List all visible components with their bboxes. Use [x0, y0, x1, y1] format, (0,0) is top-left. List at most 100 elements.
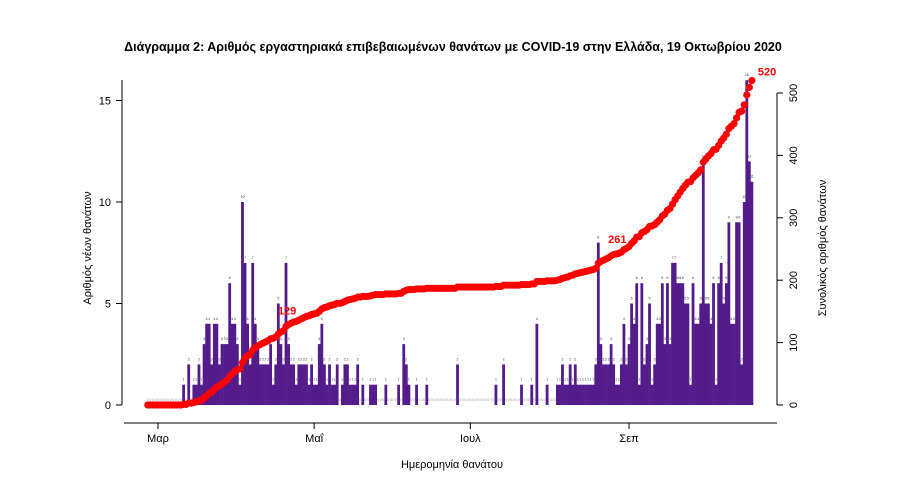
bar-value-label: 0 — [554, 398, 556, 402]
bar-value-label: 0 — [462, 398, 464, 402]
bar-value-label: 3 — [236, 337, 238, 341]
bar-value-label: 2 — [613, 357, 615, 361]
bar-value-label: 1 — [531, 378, 533, 382]
bar-value-label: 1 — [341, 378, 343, 382]
y-tick-label-right: 300 — [788, 209, 800, 227]
bar — [571, 384, 575, 405]
bar — [750, 181, 754, 405]
bar — [223, 344, 226, 405]
bar-value-label: 9 — [736, 215, 738, 219]
bar-value-label: 5 — [705, 297, 707, 301]
bar-value-label: 3 — [226, 337, 228, 341]
bar-value-label: 6 — [682, 276, 684, 280]
bar-value-label: 4 — [234, 317, 236, 321]
bar — [666, 283, 669, 405]
bar-value-label: 0 — [185, 398, 187, 402]
bar-value-label: 0 — [441, 398, 443, 402]
bar-value-label: 3 — [318, 337, 320, 341]
bar — [210, 364, 214, 405]
bar-value-label: 4 — [231, 317, 233, 321]
bar-value-label: 1 — [272, 378, 274, 382]
bar — [579, 384, 582, 405]
bar — [192, 384, 196, 405]
y-tick-label-right: 100 — [788, 333, 800, 351]
bar — [568, 364, 572, 405]
bar-value-label: 1 — [572, 378, 574, 382]
bar-value-label: 0 — [428, 398, 430, 402]
bar-value-label: 1 — [201, 378, 203, 382]
bar — [535, 323, 539, 405]
bar — [714, 384, 718, 405]
bar-value-label: 0 — [167, 398, 169, 402]
bar-value-label: 0 — [464, 398, 466, 402]
bar — [558, 384, 562, 405]
bar — [735, 222, 738, 405]
bar — [745, 80, 749, 405]
bar — [614, 384, 618, 405]
bar — [259, 364, 262, 405]
bar-value-label: 0 — [544, 398, 546, 402]
bar-value-label: 2 — [293, 357, 295, 361]
bar-value-label: 0 — [449, 398, 451, 402]
bar — [243, 262, 247, 405]
bar-value-label: 0 — [500, 398, 502, 402]
bar-value-label: 6 — [666, 276, 668, 280]
bar-value-label: 0 — [549, 398, 551, 402]
bar-value-label: 1 — [615, 378, 617, 382]
bar — [269, 344, 273, 405]
bar-value-label: 1 — [556, 378, 558, 382]
bar — [233, 323, 237, 405]
bar-value-label: 7 — [285, 256, 287, 260]
bar-value-label: 0 — [339, 398, 341, 402]
bar — [566, 384, 569, 405]
bar-value-label: 1 — [183, 378, 185, 382]
bar-value-label: 2 — [211, 357, 213, 361]
y-tick-label-left: 5 — [105, 299, 111, 311]
bar — [235, 344, 239, 405]
bar-value-label: 6 — [718, 276, 720, 280]
bar — [653, 364, 657, 405]
bar-value-label: 4 — [321, 317, 323, 321]
bar-value-label: 3 — [280, 337, 282, 341]
bar-value-label: 1 — [354, 378, 356, 382]
bar — [545, 384, 549, 405]
bar — [335, 364, 339, 405]
bar-value-label: 0 — [485, 398, 487, 402]
bar-value-label: 2 — [608, 357, 610, 361]
bar-value-label: 2 — [574, 357, 576, 361]
bars — [182, 80, 754, 405]
bar — [660, 283, 664, 405]
bar — [724, 283, 728, 405]
bar-value-label: 4 — [247, 317, 249, 321]
bar-value-label: 16 — [745, 73, 749, 77]
bar-value-label: 1 — [349, 378, 351, 382]
bar-value-label: 11 — [750, 175, 754, 179]
bar — [261, 364, 265, 405]
bar-value-label: 4 — [536, 317, 538, 321]
bar-value-label: 6 — [713, 276, 715, 280]
bar-value-label: 2 — [298, 357, 300, 361]
bar-value-label: 3 — [664, 337, 666, 341]
bar — [643, 364, 646, 405]
bar — [596, 242, 600, 405]
bar — [589, 384, 593, 405]
bar-value-label: 0 — [526, 398, 528, 402]
bar-value-label: 2 — [457, 357, 459, 361]
bar — [246, 323, 249, 405]
bar-value-label: 2 — [300, 357, 302, 361]
bar-value-label: 2 — [329, 357, 331, 361]
bar — [732, 323, 736, 405]
bar — [205, 323, 209, 405]
bar — [264, 364, 267, 405]
bar-value-label: 10 — [241, 195, 245, 199]
bar-value-label: 1 — [715, 378, 717, 382]
bar-value-label: 0 — [152, 398, 154, 402]
bar-value-label: 6 — [692, 276, 694, 280]
cumulative-point — [743, 91, 751, 99]
bar — [632, 323, 636, 405]
bar-value-label: 0 — [551, 398, 553, 402]
bar — [230, 323, 234, 405]
bar-value-label: 0 — [165, 398, 167, 402]
bar-value-label: 0 — [413, 398, 415, 402]
